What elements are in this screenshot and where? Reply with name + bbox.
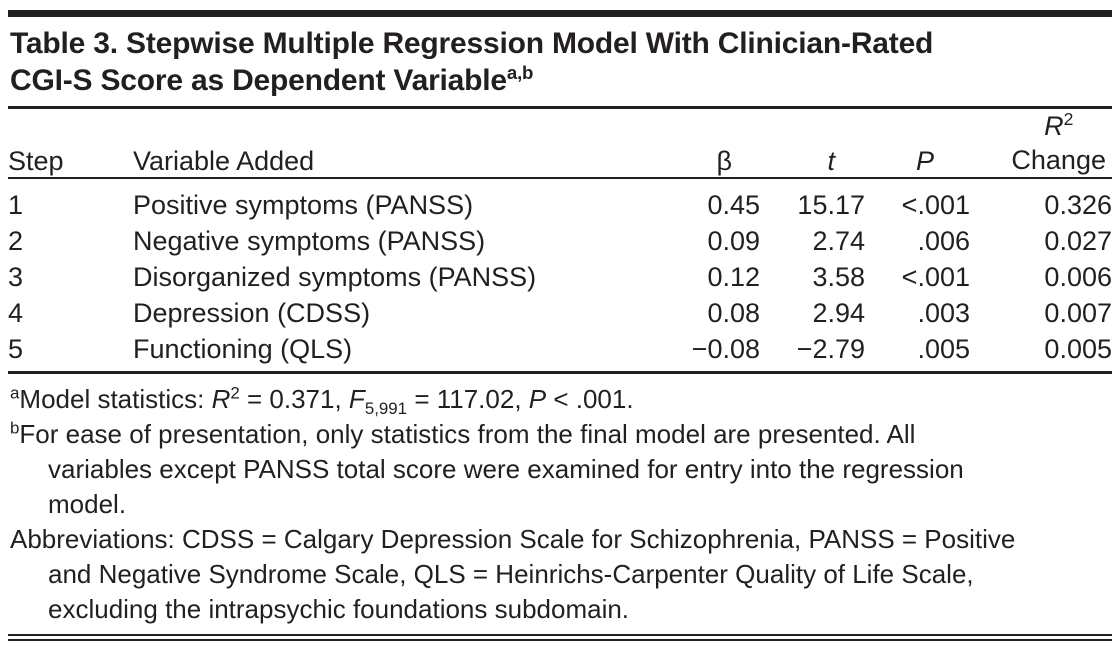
cell-p: <.001 <box>901 262 970 292</box>
cell-r2-change: 0.005 <box>1044 334 1112 364</box>
cell-step: 3 <box>8 262 24 292</box>
cell-variable: Depression (CDSS) <box>133 298 371 328</box>
cell-step: 2 <box>8 226 24 256</box>
header-r2-exponent: 2 <box>1063 109 1074 129</box>
header-r2-symbol: R <box>1044 111 1064 141</box>
bottom-double-rule <box>8 634 1112 641</box>
cell-p: .005 <box>917 334 970 364</box>
cell-variable: Disorganized symptoms (PANSS) <box>133 262 537 292</box>
footnotes: aModel statistics: R2 = 0.371, F5,991 = … <box>8 382 1112 627</box>
cell-p: <.001 <box>901 190 970 220</box>
cell-p: .006 <box>917 226 970 256</box>
table-title: Table 3. Stepwise Multiple Regression Mo… <box>10 25 1112 99</box>
cell-step: 5 <box>8 334 24 364</box>
abbreviations-line3: excluding the intrapsychic foundations s… <box>48 594 630 624</box>
footnote-a: aModel statistics: R2 = 0.371, F5,991 = … <box>10 383 634 419</box>
header-r2-change-word: Change <box>1011 145 1106 175</box>
table-title-line2: CGI-S Score as Dependent Variable <box>10 64 507 97</box>
cell-beta: 0.45 <box>707 190 760 220</box>
top-thick-rule <box>8 10 1112 17</box>
f-statistic-symbol: F <box>348 384 365 414</box>
table-row: 1 Positive symptoms (PANSS) 0.45 15.17 <… <box>8 178 1112 223</box>
f-statistic-df: 5,991 <box>364 399 408 419</box>
cell-step: 4 <box>8 298 24 328</box>
table-row: 2 Negative symptoms (PANSS) 0.09 2.74 .0… <box>8 223 1112 259</box>
cell-beta: −0.08 <box>691 334 760 364</box>
footnote-b-line3: model. <box>48 489 127 519</box>
cell-t: 3.58 <box>812 262 865 292</box>
r2-statistic-symbol: R <box>211 384 231 414</box>
table-body: 1 Positive symptoms (PANSS) 0.45 15.17 <… <box>8 178 1112 373</box>
table-row: 4 Depression (CDSS) 0.08 2.94 .003 0.007 <box>8 295 1112 331</box>
header-beta: β <box>655 109 760 179</box>
abbreviations-line2: and Negative Syndrome Scale, QLS = Heinr… <box>48 559 974 589</box>
cell-t: −2.79 <box>796 334 865 364</box>
header-p: P <box>865 109 970 179</box>
cell-r2-change: 0.006 <box>1044 262 1112 292</box>
header-step: Step <box>8 109 133 179</box>
cell-beta: 0.12 <box>707 262 760 292</box>
header-r2-change: R2 Change <box>970 109 1112 179</box>
title-divider-rule <box>8 106 1112 109</box>
footnote-b-line2: variables except PANSS total score were … <box>48 454 964 484</box>
cell-step: 1 <box>8 190 24 220</box>
cell-variable: Positive symptoms (PANSS) <box>133 190 474 220</box>
footnote-b-line1: bFor ease of presentation, only statisti… <box>10 418 916 449</box>
cell-variable: Negative symptoms (PANSS) <box>133 226 486 256</box>
cell-beta: 0.08 <box>707 298 760 328</box>
table-header: Step Variable Added β t P R2 Change <box>8 109 1112 179</box>
cell-p: .003 <box>917 298 970 328</box>
table-title-superscript: a,b <box>506 62 534 83</box>
cell-t: 2.74 <box>812 226 865 256</box>
p-statistic-symbol: P <box>528 384 547 414</box>
header-t: t <box>760 109 865 179</box>
cell-r2-change: 0.027 <box>1044 226 1112 256</box>
cell-t: 2.94 <box>812 298 865 328</box>
footnote-a-marker: a <box>10 383 20 403</box>
regression-table: Step Variable Added β t P R2 Change 1 Pos… <box>8 109 1112 374</box>
cell-beta: 0.09 <box>707 226 760 256</box>
cell-t: 15.17 <box>797 190 865 220</box>
cell-r2-change: 0.326 <box>1044 190 1112 220</box>
table-title-line1: Table 3. Stepwise Multiple Regression Mo… <box>10 27 934 60</box>
footnote-b-marker: b <box>10 418 20 438</box>
table-row: 5 Functioning (QLS) −0.08 −2.79 .005 0.0… <box>8 331 1112 373</box>
header-variable-added: Variable Added <box>133 109 655 179</box>
abbreviations-line1: Abbreviations: CDSS = Calgary Depression… <box>10 524 1016 554</box>
header-row: Step Variable Added β t P R2 Change <box>8 109 1112 179</box>
cell-r2-change: 0.007 <box>1044 298 1112 328</box>
cell-variable: Functioning (QLS) <box>133 334 353 364</box>
table-row: 3 Disorganized symptoms (PANSS) 0.12 3.5… <box>8 259 1112 295</box>
